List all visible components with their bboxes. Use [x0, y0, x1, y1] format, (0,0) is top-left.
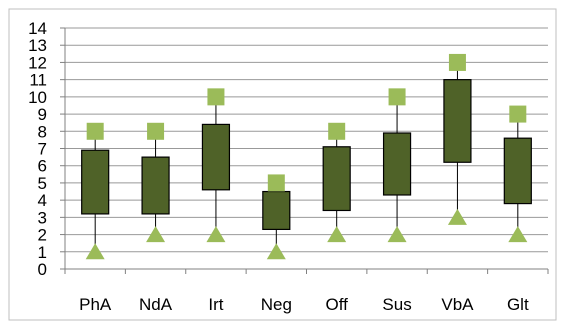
y-tick-label: 10	[28, 88, 47, 107]
y-tick-label: 5	[38, 174, 47, 193]
box-Off	[322, 146, 351, 212]
max-marker-Glt	[509, 105, 527, 123]
boxes	[81, 79, 532, 231]
x-category-label: Glt	[507, 295, 529, 314]
x-category-label: VbA	[441, 295, 474, 314]
min-marker-Neg	[266, 243, 286, 260]
max-marker-VbA	[448, 53, 466, 71]
y-tick-label: 0	[38, 260, 47, 279]
markers	[85, 53, 528, 260]
x-axis: PhA NdA Irt Neg Off Sus VbA Glt	[64, 268, 549, 314]
max-marker-Irt	[207, 88, 225, 106]
box-VbA	[443, 79, 472, 163]
min-marker-Glt	[508, 226, 528, 243]
y-tick-label: 9	[38, 105, 47, 124]
y-tick-label: 11	[29, 71, 47, 90]
y-tick-label: 2	[38, 226, 47, 245]
y-tick-label: 4	[38, 191, 47, 210]
y-tick-label: 12	[28, 53, 47, 72]
x-category-label: NdA	[139, 295, 173, 314]
max-marker-PhA	[86, 122, 104, 140]
max-marker-Sus	[388, 88, 406, 106]
box-Neg	[262, 190, 291, 231]
x-category-label: Off	[326, 295, 349, 314]
y-tick-label: 1	[38, 243, 47, 262]
y-tick-label: 3	[38, 208, 47, 227]
box-Sus	[382, 132, 412, 196]
x-category-label: PhA	[79, 295, 112, 314]
max-marker-NdA	[147, 122, 165, 140]
min-marker-NdA	[146, 226, 166, 243]
min-marker-Off	[327, 226, 347, 243]
min-marker-Irt	[206, 226, 226, 243]
y-tick-label: 6	[38, 157, 47, 176]
max-marker-Off	[328, 122, 346, 140]
min-marker-VbA	[447, 208, 467, 225]
y-tick-label: 14	[28, 19, 47, 38]
x-category-label: Neg	[261, 295, 292, 314]
y-tick-label: 8	[38, 122, 47, 141]
box-Glt	[503, 137, 532, 205]
box-Irt	[201, 123, 231, 191]
min-marker-PhA	[85, 243, 105, 260]
box-NdA	[141, 156, 170, 215]
y-tick-label: 7	[38, 140, 47, 159]
x-category-label: Irt	[208, 295, 223, 314]
box-PhA	[81, 149, 110, 215]
y-tick-label: 13	[28, 36, 47, 55]
min-marker-Sus	[387, 226, 407, 243]
x-category-label: Sus	[382, 295, 411, 314]
max-marker-Neg	[267, 174, 285, 192]
